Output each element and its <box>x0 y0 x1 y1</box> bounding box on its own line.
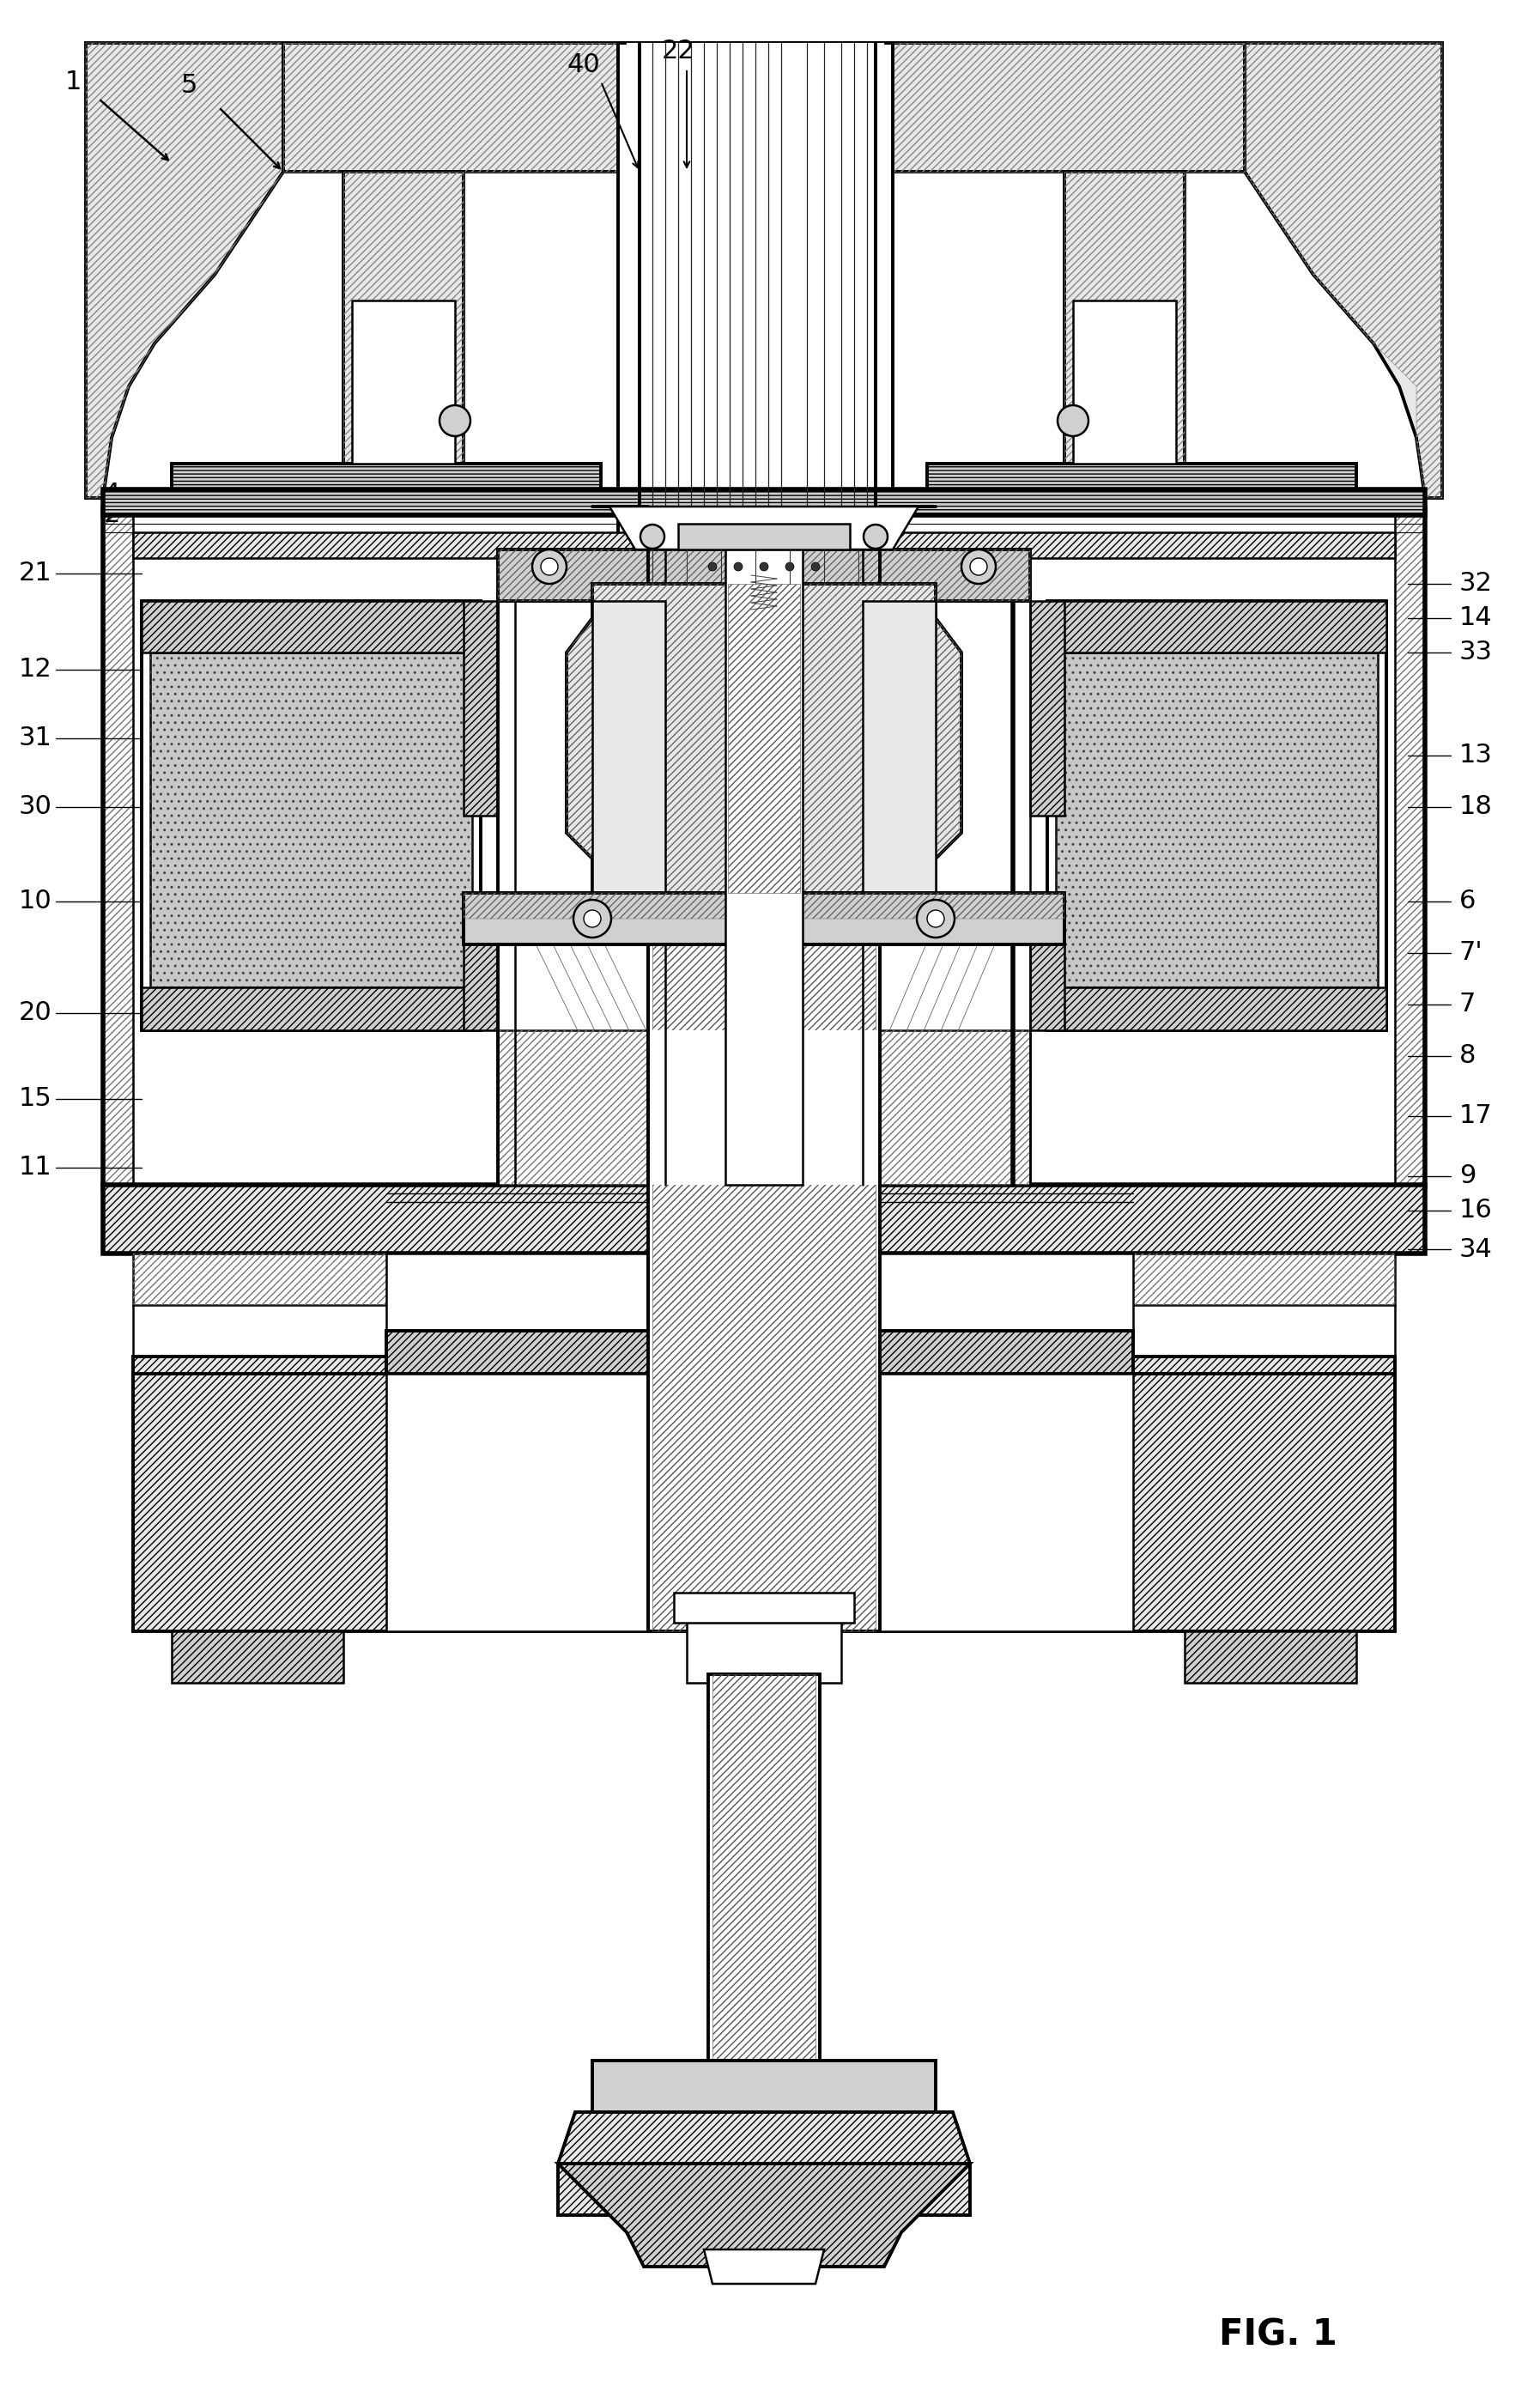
Text: 17: 17 <box>1460 1103 1492 1127</box>
Polygon shape <box>687 1613 841 1683</box>
Circle shape <box>708 563 716 572</box>
Polygon shape <box>353 300 454 464</box>
Polygon shape <box>627 43 884 579</box>
Text: 4: 4 <box>103 481 120 507</box>
Polygon shape <box>1030 902 1064 1031</box>
Polygon shape <box>618 43 893 584</box>
Text: 33: 33 <box>1460 639 1492 666</box>
Polygon shape <box>283 43 1244 171</box>
Text: FIG. 1: FIG. 1 <box>1220 2317 1337 2354</box>
Polygon shape <box>132 1252 1395 1305</box>
Text: 11: 11 <box>18 1156 51 1180</box>
Text: 18: 18 <box>1460 796 1492 820</box>
Text: 6: 6 <box>1460 889 1475 914</box>
Text: 14: 14 <box>1460 606 1492 630</box>
Polygon shape <box>567 584 961 892</box>
Circle shape <box>641 524 664 548</box>
Text: 13: 13 <box>1460 743 1492 767</box>
Polygon shape <box>927 464 1357 507</box>
Polygon shape <box>142 988 480 1031</box>
Text: 7': 7' <box>1460 940 1483 966</box>
Polygon shape <box>103 1185 1425 1252</box>
Text: 3: 3 <box>103 493 120 517</box>
Circle shape <box>439 406 470 435</box>
Polygon shape <box>464 892 1064 945</box>
Polygon shape <box>387 1373 1133 1632</box>
Polygon shape <box>171 464 601 507</box>
Circle shape <box>573 899 611 938</box>
Text: 10: 10 <box>18 889 51 914</box>
Polygon shape <box>132 531 1395 558</box>
Polygon shape <box>1064 171 1184 471</box>
Text: 32: 32 <box>1460 572 1492 596</box>
Polygon shape <box>1184 1632 1357 1683</box>
Text: 31: 31 <box>18 726 51 750</box>
Polygon shape <box>343 171 464 471</box>
Polygon shape <box>132 1373 1395 1632</box>
Polygon shape <box>86 43 283 498</box>
Text: 8: 8 <box>1460 1043 1475 1067</box>
Text: 15: 15 <box>18 1087 51 1111</box>
Circle shape <box>961 551 996 584</box>
Polygon shape <box>708 1673 819 2060</box>
Text: 7: 7 <box>1460 993 1475 1017</box>
Polygon shape <box>1073 300 1177 464</box>
Circle shape <box>916 899 955 938</box>
Polygon shape <box>497 551 1030 601</box>
Circle shape <box>735 563 742 572</box>
Circle shape <box>927 911 944 928</box>
Text: 20: 20 <box>18 1000 51 1027</box>
Circle shape <box>812 563 819 572</box>
Polygon shape <box>132 1356 1395 1416</box>
Circle shape <box>864 524 887 548</box>
Polygon shape <box>675 1591 855 1623</box>
Circle shape <box>533 551 567 584</box>
Polygon shape <box>862 601 936 892</box>
Polygon shape <box>648 945 879 1632</box>
Polygon shape <box>142 601 480 651</box>
Polygon shape <box>497 1031 1030 1185</box>
Polygon shape <box>464 601 497 815</box>
Circle shape <box>1058 406 1089 435</box>
Text: 1: 1 <box>65 70 82 94</box>
Polygon shape <box>1030 601 1064 815</box>
Polygon shape <box>1056 651 1378 988</box>
Polygon shape <box>678 524 850 551</box>
Text: 2: 2 <box>103 502 120 526</box>
Polygon shape <box>557 2164 970 2267</box>
Polygon shape <box>557 2113 970 2214</box>
Polygon shape <box>725 507 802 1185</box>
Text: 12: 12 <box>18 656 51 683</box>
Polygon shape <box>593 2060 936 2130</box>
Polygon shape <box>648 1031 879 1185</box>
Circle shape <box>584 911 601 928</box>
Polygon shape <box>1047 601 1386 1031</box>
Polygon shape <box>387 1332 1133 1373</box>
Polygon shape <box>103 490 1425 514</box>
Polygon shape <box>593 601 665 892</box>
Circle shape <box>759 563 768 572</box>
Polygon shape <box>151 651 473 988</box>
Polygon shape <box>610 507 918 551</box>
Polygon shape <box>142 601 480 1031</box>
Text: 9: 9 <box>1460 1164 1475 1188</box>
Polygon shape <box>387 1252 1133 1339</box>
Text: 40: 40 <box>567 53 601 77</box>
Polygon shape <box>704 2250 824 2284</box>
Polygon shape <box>1047 988 1386 1031</box>
Polygon shape <box>1047 601 1386 651</box>
Circle shape <box>541 558 557 575</box>
Text: 21: 21 <box>18 560 51 587</box>
Polygon shape <box>1244 43 1441 498</box>
Text: 30: 30 <box>18 796 51 820</box>
Circle shape <box>785 563 795 572</box>
Circle shape <box>970 558 987 575</box>
Text: 22: 22 <box>662 38 695 65</box>
Text: 5: 5 <box>180 75 197 99</box>
Text: 34: 34 <box>1460 1236 1492 1262</box>
Text: 16: 16 <box>1460 1197 1492 1224</box>
Polygon shape <box>464 902 497 1031</box>
Polygon shape <box>171 1632 343 1683</box>
